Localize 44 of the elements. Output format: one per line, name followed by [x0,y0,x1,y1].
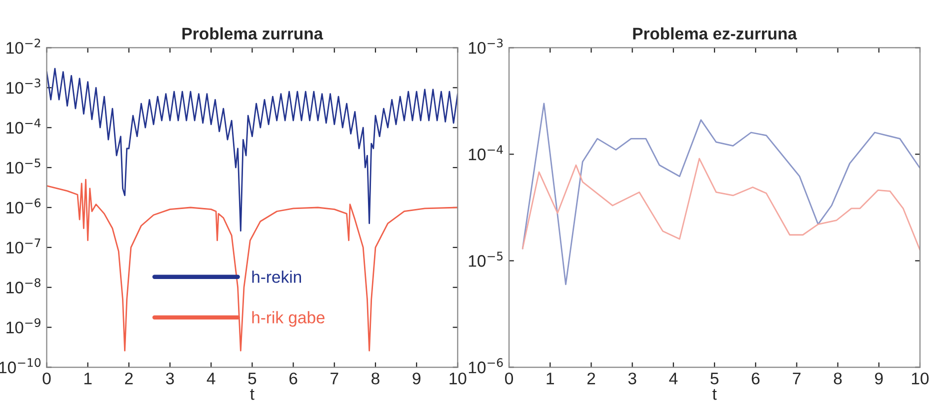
x-tick-label: 4 [206,372,216,384]
x-tick-label: 3 [166,372,174,384]
x-tick-label: 8 [834,372,842,384]
chart-title: Problema ez-zurruna [633,27,798,40]
x-tick-label: 0 [505,372,514,384]
x-tick-label: 5 [710,372,718,384]
text: h-rekin [252,270,301,283]
x-tick-label: 6 [752,372,760,384]
x-tick-label: 1 [546,372,554,384]
y-tick-label: 10$^{−6}$ [468,358,503,374]
x-tick-label: 2 [125,372,133,384]
line-series [46,178,458,352]
line-series [46,68,458,232]
x-tick-label: 10 [450,372,466,384]
x-axis-title: t [712,388,717,400]
line-series [522,102,920,286]
x-tick-label: 10 [912,372,929,384]
y-tick-label: 10$^{−3}$ [6,78,40,94]
x-tick-label: 7 [330,372,338,384]
y-tick-label: 10$^{−4}$ [468,145,503,160]
y-tick-label: 10$^{−6}$ [6,198,40,214]
x-axis-title: t [250,388,254,400]
y-tick-label: 10$^{−7}$ [6,238,40,254]
x-tick-label: 5 [248,372,256,384]
y-tick-label: 10$^{−8}$ [6,278,40,294]
chart-title: Problema zurruna [182,27,324,40]
x-tick-label: 0 [42,372,51,384]
x-tick-label: 8 [372,372,380,384]
y-tick-label: 10$^{−2}$ [6,38,40,54]
x-tick-label: 1 [84,372,92,384]
x-tick-label: 6 [289,372,298,384]
x-tick-label: 9 [412,372,420,384]
y-tick-label: 10$^{−5}$ [6,158,40,174]
x-tick-label: 2 [587,372,596,384]
y-tick-label: 10$^{−9}$ [6,318,40,334]
x-tick-label: 9 [875,372,883,384]
x-tick-label: 4 [669,372,678,384]
y-tick-label: 10$^{−3}$ [468,38,503,54]
y-tick-label: 10$^{−5}$ [468,252,503,267]
x-tick-label: 3 [628,372,636,384]
line-series [522,158,920,251]
series-label: h-rik gabe [252,311,325,327]
x-tick-label: 7 [792,372,800,384]
y-tick-label: 10$^{−4}$ [6,118,41,134]
